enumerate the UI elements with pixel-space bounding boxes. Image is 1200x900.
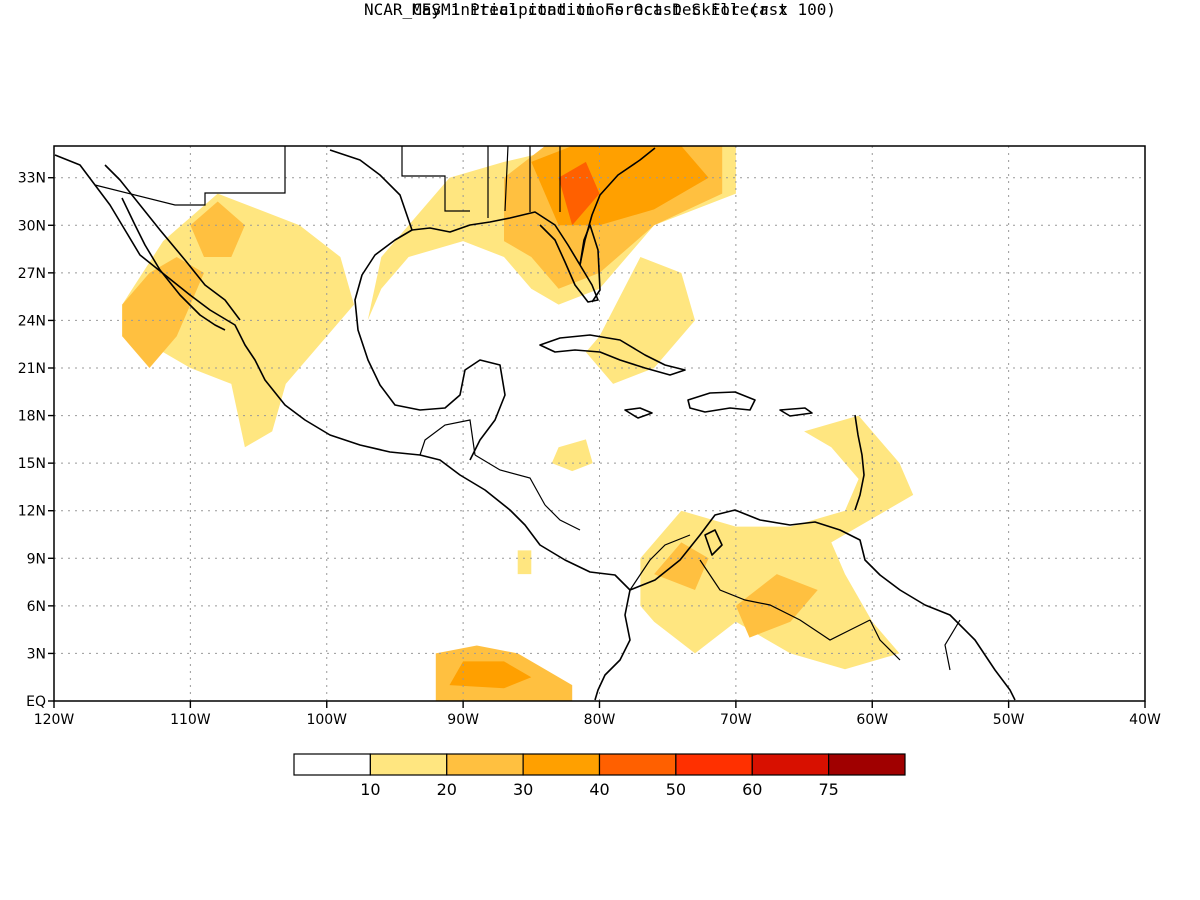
colorbar-swatch bbox=[828, 753, 906, 776]
colorbar: 10 20 30 40 50 60 75 bbox=[293, 753, 906, 799]
skill-region-baja-core bbox=[122, 257, 204, 368]
x-axis: 120W 110W 100W 90W 80W 70W 60W 50W 40W bbox=[34, 701, 1161, 728]
skill-region-colombia-core bbox=[654, 542, 709, 590]
colorbar-label: 30 bbox=[513, 780, 533, 799]
colorbar-swatch bbox=[598, 753, 677, 776]
colorbar-swatch bbox=[446, 753, 524, 776]
colorbar-label: 40 bbox=[589, 780, 609, 799]
coastline-mexico-pacific bbox=[54, 154, 631, 701]
coastline-cuba bbox=[539, 334, 686, 376]
border-us-states bbox=[401, 146, 561, 218]
coastline-gulf-of-mexico bbox=[329, 149, 506, 461]
x-tick-label: 100W bbox=[306, 712, 347, 728]
gridlines bbox=[54, 146, 1145, 701]
coastline-lesser-antilles bbox=[854, 414, 865, 511]
skill-region-bahamas-cuba bbox=[585, 257, 695, 384]
y-tick-label: 9N bbox=[27, 551, 46, 567]
coastline-maracaibo bbox=[704, 529, 723, 556]
coastline-jamaica bbox=[624, 407, 653, 419]
x-tick-label: 70W bbox=[720, 712, 752, 728]
y-tick-label: 18N bbox=[18, 409, 46, 425]
coastline-caribbean-south bbox=[629, 509, 1016, 701]
colorbar-label: 50 bbox=[666, 780, 686, 799]
coastlines bbox=[54, 147, 1016, 701]
skill-region-gulf-of-honduras-spot bbox=[551, 439, 593, 472]
coastline-puerto-rico bbox=[779, 407, 813, 417]
map-title: NCAR_CESM1 Precipitation Forecast Skill … bbox=[363, 0, 836, 19]
x-tick-label: 60W bbox=[856, 712, 888, 728]
y-tick-label: 15N bbox=[18, 456, 46, 472]
colorbar-swatch bbox=[293, 753, 371, 776]
y-axis: EQ 3N 6N 9N 12N 15N 18N 21N 24N 27N 30N 33N bbox=[18, 171, 54, 710]
y-tick-label: 21N bbox=[18, 361, 46, 377]
y-tick-label: 12N bbox=[18, 504, 46, 520]
y-tick-label: 30N bbox=[18, 218, 46, 234]
coastline-hispaniola bbox=[687, 391, 756, 413]
x-tick-label: 110W bbox=[170, 712, 211, 728]
skill-region-guatemala-spot bbox=[517, 550, 532, 575]
x-tick-label: 90W bbox=[447, 712, 479, 728]
colorbar-label: 10 bbox=[360, 780, 380, 799]
border-us-mexico bbox=[94, 146, 286, 206]
colorbar-label: 75 bbox=[818, 780, 838, 799]
y-tick-label: EQ bbox=[26, 694, 46, 710]
skill-region-georgia-max bbox=[558, 161, 600, 226]
coastline-gulf-of-california bbox=[104, 164, 241, 321]
map-subtitle: May initial conditions Oct-Dec Forecast bbox=[412, 0, 788, 19]
y-tick-label: 24N bbox=[18, 313, 46, 329]
skill-region-sonora-core bbox=[190, 201, 245, 257]
skill-region-baja-mexico-west bbox=[122, 193, 354, 448]
colorbar-swatch bbox=[675, 753, 753, 776]
coastline-us-gulf bbox=[411, 211, 599, 303]
colorbar-swatch bbox=[369, 753, 448, 776]
y-tick-label: 6N bbox=[27, 599, 46, 615]
coastline-florida bbox=[579, 224, 601, 303]
x-tick-label: 80W bbox=[584, 712, 616, 728]
border-south-america bbox=[699, 559, 961, 671]
political-borders bbox=[94, 146, 961, 671]
x-tick-label: 50W bbox=[993, 712, 1025, 728]
y-tick-label: 3N bbox=[27, 646, 46, 662]
coastline-baja bbox=[121, 197, 226, 331]
skill-region-pacific-equatorial-core bbox=[449, 661, 532, 689]
colorbar-label: 20 bbox=[437, 780, 457, 799]
colorbar-label: 60 bbox=[742, 780, 762, 799]
border-central-america bbox=[419, 419, 691, 591]
x-tick-label: 40W bbox=[1129, 712, 1161, 728]
colorbar-swatch bbox=[751, 753, 830, 776]
coastline-us-atlantic bbox=[579, 147, 656, 266]
colorbar-swatch bbox=[522, 753, 601, 776]
y-tick-label: 27N bbox=[18, 266, 46, 282]
y-tick-label: 33N bbox=[18, 171, 46, 187]
x-tick-label: 120W bbox=[34, 712, 75, 728]
